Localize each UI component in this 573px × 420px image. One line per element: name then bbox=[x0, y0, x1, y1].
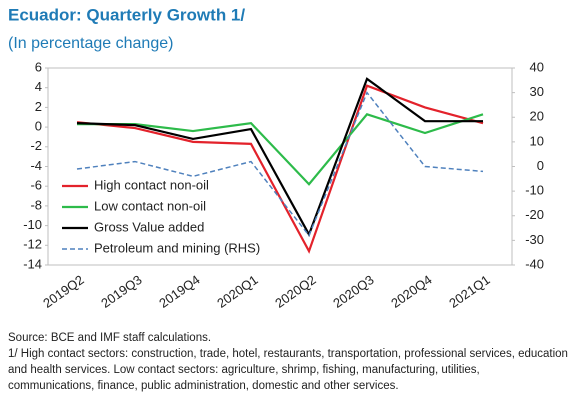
chart-title: Ecuador: Quarterly Growth 1/ bbox=[8, 5, 245, 24]
y2-tick-label: -40 bbox=[525, 256, 544, 271]
x-tick-label: 2020Q2 bbox=[272, 272, 319, 311]
x-tick-label: 2020Q3 bbox=[330, 272, 377, 311]
chart-subtitle: (In percentage change) bbox=[8, 35, 173, 52]
y-tick-label: -12 bbox=[23, 237, 42, 252]
source-note: Source: BCE and IMF staff calculations. bbox=[8, 332, 212, 344]
series-line bbox=[76, 91, 484, 237]
y2-tick-label: 0 bbox=[537, 158, 544, 173]
legend-label: Gross Value added bbox=[94, 219, 204, 234]
x-tick-label: 2020Q1 bbox=[214, 272, 261, 311]
y2-tick-label: -10 bbox=[525, 183, 544, 198]
series-line bbox=[77, 113, 484, 186]
y2-tick-label: 30 bbox=[530, 84, 544, 99]
footnote: 1/ High contact sectors: construction, t… bbox=[8, 348, 568, 392]
y2-tick-label: -30 bbox=[525, 232, 544, 247]
notes: Source: BCE and IMF staff calculations. … bbox=[8, 330, 568, 394]
y-tick-label: -4 bbox=[30, 158, 42, 173]
y-tick-label: -8 bbox=[30, 197, 42, 212]
x-tick-label: 2019Q3 bbox=[98, 272, 145, 311]
y-tick-label: -14 bbox=[23, 256, 42, 271]
x-tick-label: 2020Q4 bbox=[388, 272, 435, 311]
y2-tick-label: 20 bbox=[530, 109, 544, 124]
y-tick-label: 0 bbox=[35, 119, 42, 134]
x-tick-label: 2019Q2 bbox=[40, 272, 87, 311]
x-tick-label: 2021Q1 bbox=[446, 272, 493, 311]
y-tick-label: 4 bbox=[35, 79, 42, 94]
legend-label: Petroleum and mining (RHS) bbox=[94, 240, 260, 255]
y2-tick-label: -20 bbox=[525, 207, 544, 222]
y-tick-label: 6 bbox=[35, 59, 42, 74]
y-tick-label: 2 bbox=[35, 99, 42, 114]
chart: Ecuador: Quarterly Growth 1/ (In percent… bbox=[8, 5, 544, 311]
legend-label: Low contact non-oil bbox=[94, 198, 206, 213]
y-tick-label: -2 bbox=[30, 138, 42, 153]
plot-frame bbox=[47, 67, 513, 266]
series-line bbox=[76, 77, 483, 238]
y2-tick-label: 40 bbox=[530, 59, 544, 74]
y2-tick-label: 10 bbox=[530, 133, 544, 148]
y-tick-label: -6 bbox=[30, 178, 42, 193]
x-tick-label: 2019Q4 bbox=[156, 272, 203, 311]
legend-label: High contact non-oil bbox=[94, 177, 209, 192]
y-tick-label: -10 bbox=[23, 217, 42, 232]
